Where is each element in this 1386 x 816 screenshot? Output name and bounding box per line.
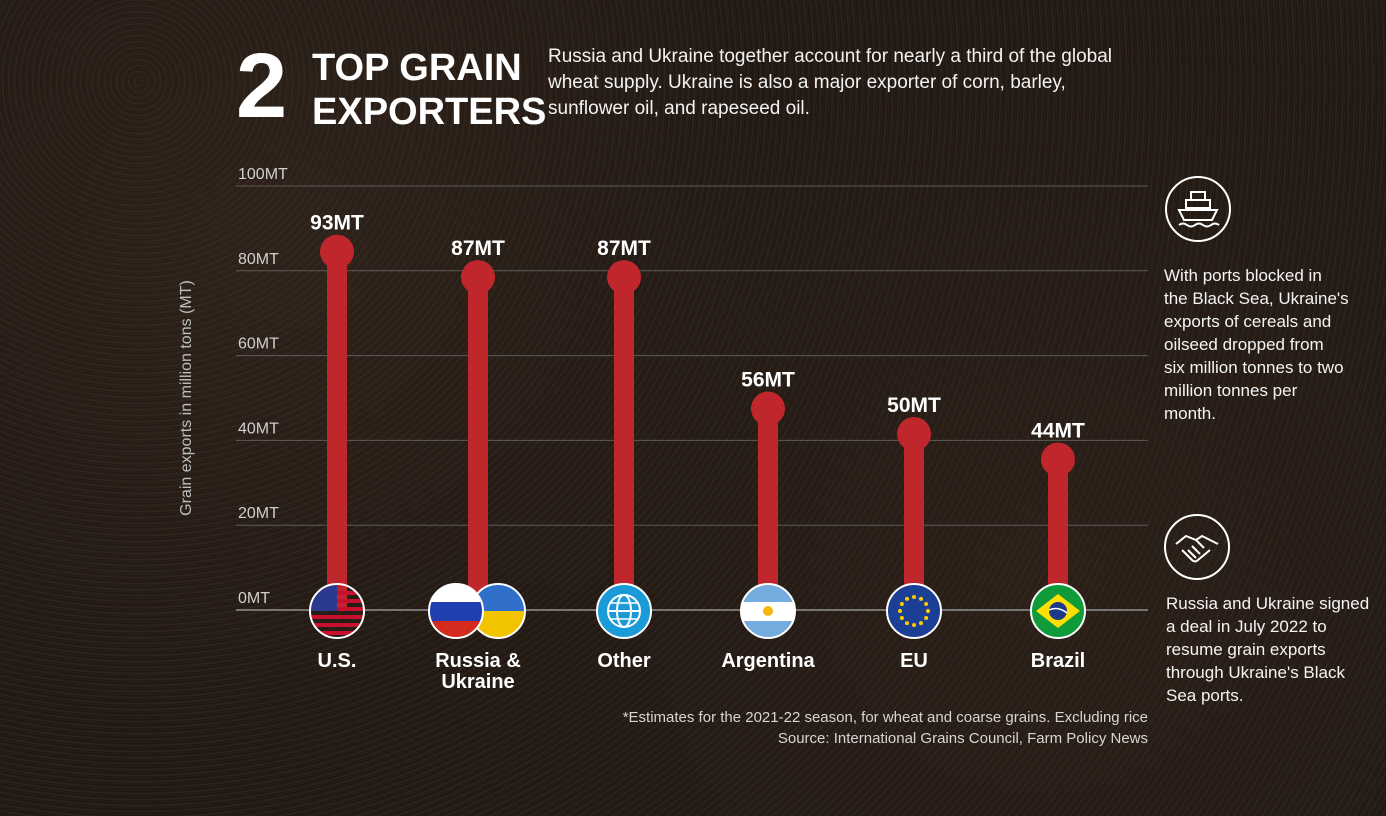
handshake-icon (1164, 514, 1230, 580)
value-label: 50MT (887, 394, 941, 417)
category-label: Other (597, 650, 651, 672)
ports-note: With ports blocked in the Black Sea, Ukr… (1164, 266, 1349, 423)
footnote: *Estimates for the 2021-22 season, for w… (622, 709, 1148, 726)
category-label: Russia & (435, 650, 521, 672)
value-label: 93MT (310, 212, 364, 235)
bar-cap (897, 417, 931, 451)
y-tick-label: 80MT (238, 251, 279, 268)
chart-grid (236, 185, 1148, 611)
footnotes: *Estimates for the 2021-22 season, for w… (623, 707, 1148, 749)
country-flags (309, 583, 1086, 639)
section-number: 2 (236, 35, 287, 137)
globe-icon (596, 583, 652, 639)
bar-cap (461, 260, 495, 295)
argentina-flag (740, 583, 796, 639)
y-tick-label: 40MT (238, 420, 279, 437)
category-label: Ukraine (441, 671, 514, 693)
category-label: Argentina (721, 650, 815, 672)
source-note: Source: International Grains Council, Fa… (777, 730, 1148, 747)
category-label: Brazil (1031, 650, 1085, 672)
page-title: TOP GRAIN EXPORTERS (312, 47, 547, 133)
brazil-flag (1030, 583, 1086, 639)
value-label: 56MT (741, 369, 795, 392)
intro-text: Russia and Ukraine together account for … (548, 46, 1112, 119)
deal-note: Russia and Ukraine signed a deal in July… (1166, 594, 1370, 705)
category-label: EU (900, 650, 928, 672)
category-labels: 93MT U.S. 87MT Russia &Ukraine 87MT Other 56MT… (310, 212, 1085, 693)
bar-cap (751, 391, 785, 426)
value-label: 87MT (597, 237, 651, 260)
us-flag (309, 583, 365, 639)
category-label: U.S. (318, 650, 357, 672)
russia-flag (428, 583, 484, 639)
bar-cap (1041, 442, 1075, 477)
y-tick-label: 100MT (238, 166, 288, 183)
y-tick-label: 0MT (238, 590, 270, 607)
value-label: 44MT (1031, 419, 1085, 442)
bar-cap (320, 234, 354, 269)
y-axis: 0MT 20MT 40MT 60MT 80MT 100MT Grain exports in… (178, 166, 288, 607)
y-tick-label: 20MT (238, 505, 279, 522)
y-axis-label: Grain exports in million tons (MT) (178, 280, 195, 516)
value-label: 87MT (451, 237, 505, 260)
ship-icon (1165, 176, 1231, 242)
eu-flag (886, 583, 942, 639)
bars (320, 234, 1075, 610)
bar-cap (607, 260, 641, 295)
y-tick-label: 60MT (238, 336, 279, 353)
